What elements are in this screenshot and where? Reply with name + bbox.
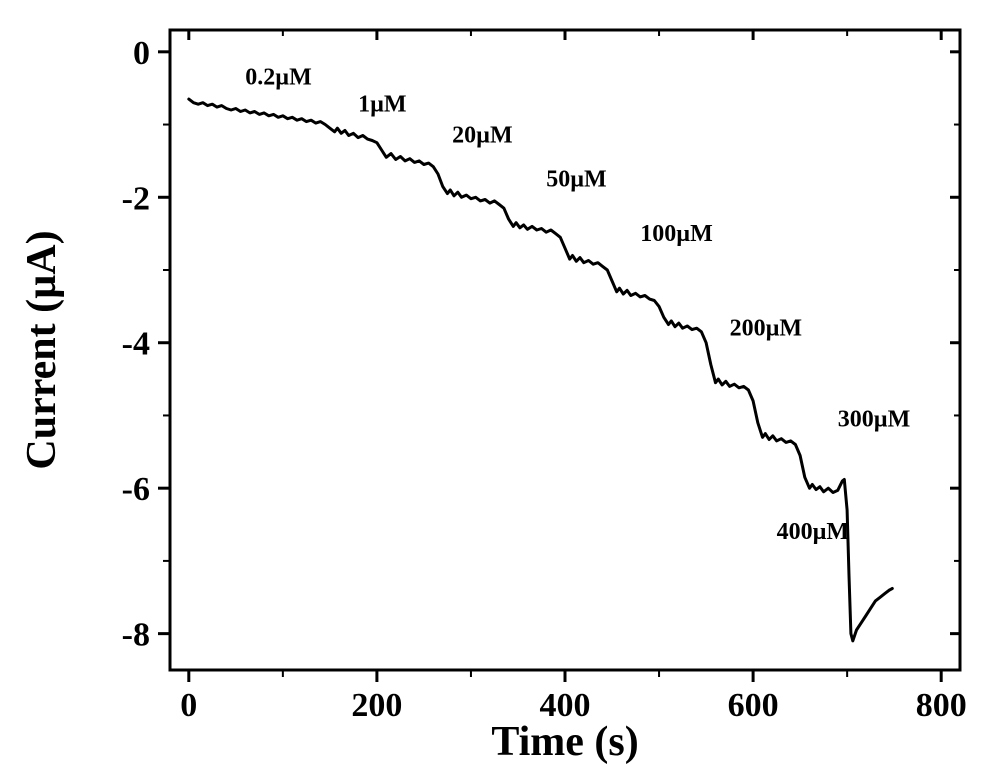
x-tick-label: 0 xyxy=(180,687,197,724)
x-tick-label: 600 xyxy=(728,687,779,724)
y-tick-label: -6 xyxy=(122,471,150,508)
plot-border xyxy=(170,30,960,670)
step-annotation: 1µM xyxy=(358,91,406,117)
chart-container: 02004006008000-2-4-6-80.2µM1µM20µM50µM10… xyxy=(0,0,1000,770)
step-annotation: 100µM xyxy=(640,221,712,247)
x-axis-label: Time (s) xyxy=(491,719,638,765)
step-annotation: 20µM xyxy=(452,123,512,149)
data-trace xyxy=(189,99,893,641)
step-annotation: 200µM xyxy=(730,315,802,341)
y-tick-label: 0 xyxy=(133,35,150,72)
y-axis-label: Current (µA) xyxy=(19,230,65,469)
step-annotation: 50µM xyxy=(546,166,606,192)
x-tick-label: 800 xyxy=(916,687,967,724)
y-tick-label: -8 xyxy=(122,617,150,654)
step-annotation: 400µM xyxy=(777,519,849,545)
step-annotation: 0.2µM xyxy=(245,65,311,91)
chart-svg: 02004006008000-2-4-6-80.2µM1µM20µM50µM10… xyxy=(0,0,1000,770)
y-tick-label: -2 xyxy=(122,180,150,217)
step-annotation: 300µM xyxy=(838,406,910,432)
x-tick-label: 200 xyxy=(351,687,402,724)
y-tick-label: -4 xyxy=(122,326,150,363)
